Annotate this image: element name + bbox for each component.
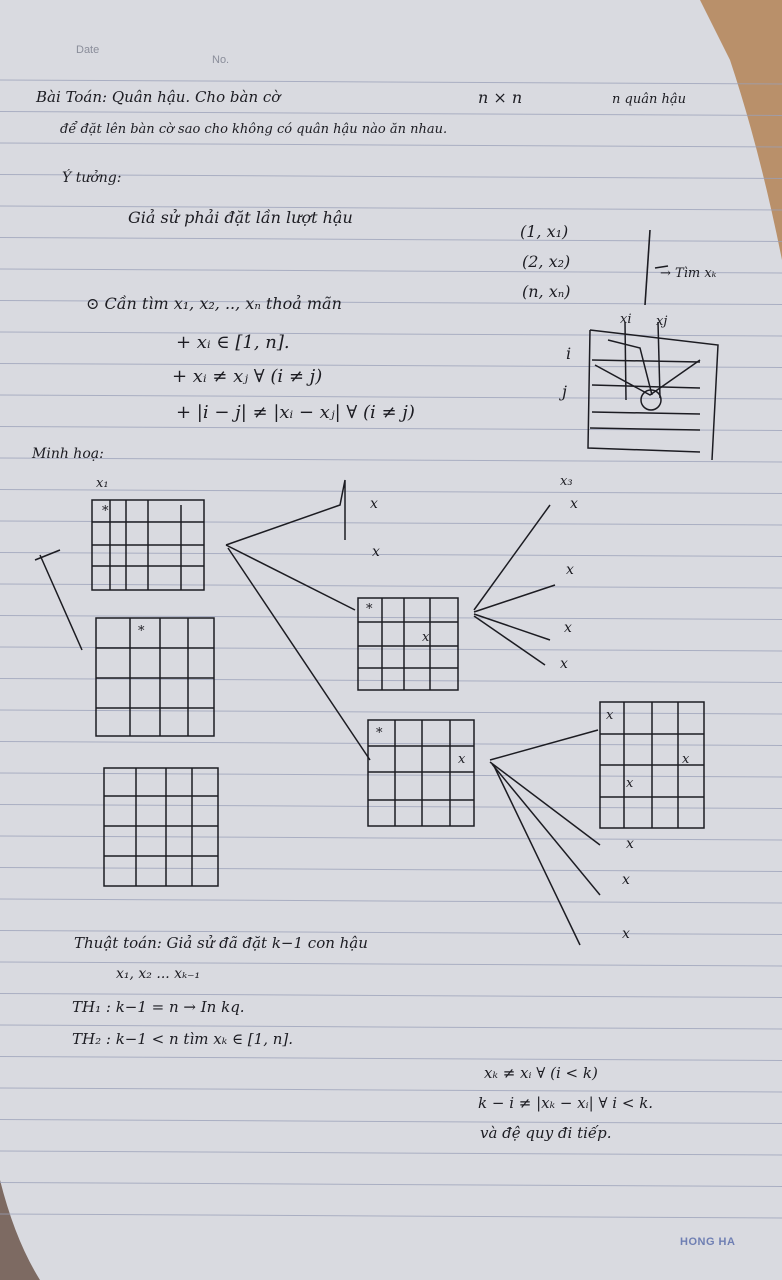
problem-line-1: Bài Toán: Quân hậu. Cho bàn cờ xyxy=(36,88,281,106)
solution-bracket xyxy=(644,229,669,306)
sketch-label-xj: xj xyxy=(656,314,668,329)
pair-1: (1, x₁) xyxy=(520,222,569,241)
queen-mark: x xyxy=(682,752,690,767)
queen-mark: x xyxy=(564,620,572,636)
ruled-line xyxy=(0,489,782,494)
cover-edge xyxy=(0,1180,40,1280)
ruled-line xyxy=(0,79,782,85)
illustration-heading: Minh hoạ: xyxy=(32,446,104,462)
grid-board-4 xyxy=(357,597,459,691)
queen-mark: x xyxy=(422,630,430,645)
label-x3: x₃ xyxy=(560,474,573,489)
sketch-label-j: j xyxy=(562,382,567,401)
ruled-line xyxy=(0,300,782,305)
grid-board-5 xyxy=(367,719,475,827)
ruled-line xyxy=(0,237,782,242)
ruled-line xyxy=(0,615,782,620)
case-2-recurse: và đệ quy đi tiếp. xyxy=(480,1124,612,1142)
problem-queens: n quân hậu xyxy=(612,92,686,107)
ruled-line xyxy=(0,174,782,179)
condition-3: + |i − j| ≠ |xᵢ − xⱼ| ∀ (i ≠ j) xyxy=(176,402,415,423)
ruled-line xyxy=(0,142,782,148)
ruled-line xyxy=(0,961,782,967)
ruled-line xyxy=(0,552,782,557)
algorithm-line-2: x₁, x₂ ... xₖ₋₁ xyxy=(116,966,201,982)
grid-board-3 xyxy=(103,767,219,887)
ruled-line xyxy=(0,394,782,400)
ruled-line xyxy=(0,930,782,935)
ruled-line xyxy=(0,1056,782,1061)
case-2-cond-1: xₖ ≠ xᵢ ∀ (i < k) xyxy=(484,1064,598,1082)
ruled-line xyxy=(0,268,782,274)
ruled-line xyxy=(0,583,782,589)
idea-assume: Giả sử phải đặt lần lượt hậu xyxy=(128,208,353,227)
queen-mark: x xyxy=(566,562,574,578)
pair-2: (2, x₂) xyxy=(522,252,571,271)
label-x1: x₁ xyxy=(96,476,109,491)
case-1: TH₁ : k−1 = n → In kq. xyxy=(72,998,245,1016)
number-label: No. xyxy=(212,54,230,66)
queen-mark: x xyxy=(370,496,378,512)
date-label: Date xyxy=(76,44,100,56)
queen-mark: * xyxy=(138,624,145,639)
grid-board-1 xyxy=(91,499,205,591)
ruled-line xyxy=(0,1150,782,1156)
grid-board-2 xyxy=(95,617,215,737)
ruled-line xyxy=(0,205,782,211)
ruled-line xyxy=(0,1119,782,1124)
queen-mark: x xyxy=(458,752,466,767)
ruled-line xyxy=(0,457,782,463)
queen-mark: x xyxy=(622,872,630,888)
algorithm-line-1: Thuật toán: Giả sử đã đặt k−1 con hậu xyxy=(74,934,368,952)
queen-mark: * xyxy=(366,602,373,617)
queen-mark: * xyxy=(102,504,109,519)
ruled-line xyxy=(0,1213,782,1219)
queen-mark: * xyxy=(376,726,383,741)
pair-n: (n, xₙ) xyxy=(522,282,571,301)
ruled-line xyxy=(0,111,782,116)
queen-mark: x xyxy=(606,708,614,723)
sketch-label-i: i xyxy=(566,344,572,363)
search-tree-branches xyxy=(34,479,601,946)
queen-mark: x xyxy=(560,656,568,672)
condition-2: + xᵢ ≠ xⱼ ∀ (i ≠ j) xyxy=(172,366,323,387)
case-2: TH₂ : k−1 < n tìm xₖ ∈ [1, n]. xyxy=(72,1030,294,1048)
ruled-line xyxy=(0,1087,782,1093)
need-find-line: ⊙ Cần tìm x₁, x₂, .., xₙ thoả mãn xyxy=(86,294,342,313)
idea-heading: Ý tưởng: xyxy=(62,170,122,186)
problem-board-size: n × n xyxy=(478,88,523,107)
ruled-line xyxy=(0,898,782,904)
board-diagonal-sketch xyxy=(587,321,719,461)
ruled-line xyxy=(0,867,782,872)
problem-line-2: để đặt lên bàn cờ sao cho không có quân … xyxy=(60,122,448,137)
queen-mark: x xyxy=(626,836,634,852)
case-2-cond-2: k − i ≠ |xₖ − xᵢ| ∀ i < k. xyxy=(478,1094,654,1112)
ruled-line xyxy=(0,1024,782,1030)
notebook-brand: HONG HA xyxy=(680,1236,736,1248)
ruled-line xyxy=(0,835,782,841)
ruled-line xyxy=(0,331,782,337)
queen-mark: x xyxy=(626,776,634,791)
ruled-line xyxy=(0,1182,782,1187)
queen-mark: x xyxy=(570,496,578,512)
queen-mark: x xyxy=(622,926,630,942)
sketch-label-xi: xi xyxy=(620,312,632,327)
desk-edge xyxy=(700,0,782,260)
ruled-line xyxy=(0,993,782,998)
queen-mark: x xyxy=(372,544,380,560)
find-x-note: → Tìm xₖ xyxy=(660,266,717,281)
condition-1: + xᵢ ∈ [1, n]. xyxy=(176,332,290,353)
grid-board-6 xyxy=(599,701,705,829)
ruled-line xyxy=(0,363,782,368)
